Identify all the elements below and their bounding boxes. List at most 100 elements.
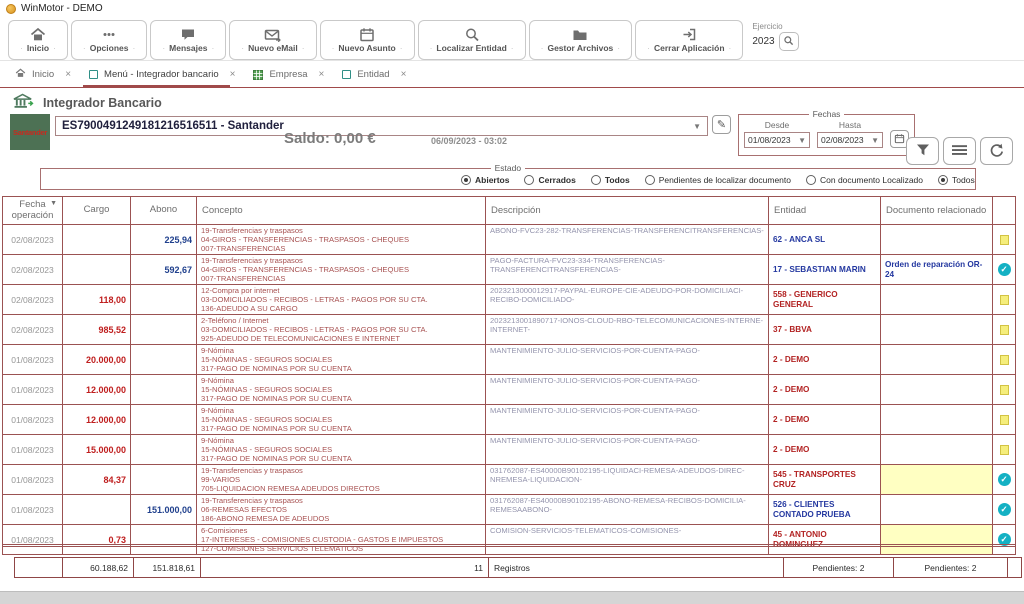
table-row[interactable]: 02/08/2023 985,52 2-Teléfono / Internet 0… bbox=[3, 315, 1015, 345]
header-fecha-operacion[interactable]: Fecha operación ▼ bbox=[3, 197, 63, 224]
estado-radio-3[interactable]: Pendientes de localizar documento bbox=[644, 175, 791, 185]
nuevo-email-button[interactable]: Nuevo eMail bbox=[229, 20, 317, 60]
calendar-button[interactable] bbox=[890, 130, 909, 148]
gestor-archivos-button[interactable]: Gestor Archivos bbox=[528, 20, 633, 60]
account-select-value: ES7900491249181216516511 - Santander bbox=[62, 120, 284, 132]
cell-status[interactable] bbox=[993, 285, 1015, 314]
cell-abono bbox=[131, 525, 197, 554]
estado-radio-4[interactable]: Con documento Localizado bbox=[806, 175, 923, 185]
button-label: Nuevo Asunto bbox=[328, 43, 407, 53]
header-abono[interactable]: Abono bbox=[131, 197, 197, 224]
cell-status[interactable] bbox=[993, 375, 1015, 404]
estado-radio-1[interactable]: Cerrados bbox=[524, 175, 576, 185]
home-icon bbox=[15, 68, 26, 81]
cell-status[interactable] bbox=[993, 405, 1015, 434]
table-row[interactable]: 01/08/2023 84,37 19-Transferencias y tra… bbox=[3, 465, 1015, 495]
opciones-button[interactable]: Opciones bbox=[70, 20, 148, 60]
cell-status[interactable] bbox=[993, 495, 1015, 524]
calendar-icon bbox=[359, 27, 375, 42]
table-row[interactable]: 01/08/2023 12.000,00 9-Nómina 15-NÓMINAS … bbox=[3, 405, 1015, 435]
radio-icon bbox=[938, 175, 949, 185]
cell-documento-relacionado: Orden de reparación OR-24 bbox=[881, 255, 993, 284]
cell-status[interactable] bbox=[993, 225, 1015, 254]
table-row[interactable]: 02/08/2023 592,67 19-Transferencias y tr… bbox=[3, 255, 1015, 285]
menu-button[interactable] bbox=[943, 137, 976, 165]
radio-icon bbox=[524, 175, 535, 185]
mensajes-button[interactable]: Mensajes bbox=[150, 20, 227, 60]
cell-fecha-operacion: 01/08/2023 bbox=[3, 345, 63, 374]
cell-cargo: 985,52 bbox=[63, 315, 131, 344]
tab-entidad[interactable]: Entidad × bbox=[333, 62, 415, 87]
button-label: Opciones bbox=[79, 43, 139, 53]
cell-abono bbox=[131, 405, 197, 434]
table-body: 02/08/2023 225,94 19-Transferencias y tr… bbox=[3, 225, 1015, 554]
cell-entidad: 558 - GENERICO GENERAL bbox=[769, 285, 881, 314]
estado-radio-0[interactable]: Abiertos bbox=[461, 175, 509, 185]
ejercicio-search-button[interactable] bbox=[778, 32, 799, 51]
account-select[interactable]: ES7900491249181216516511 - Santander ▼ bbox=[55, 116, 708, 136]
window-icon bbox=[89, 70, 99, 79]
cell-abono bbox=[131, 285, 197, 314]
note-icon bbox=[999, 354, 1009, 365]
header-entidad[interactable]: Entidad bbox=[769, 197, 881, 224]
cell-entidad: 45 - ANTONIO DOMINGUEZ bbox=[769, 525, 881, 554]
button-label: Cerrar Aplicación bbox=[643, 43, 735, 53]
desde-label: Desde bbox=[764, 120, 790, 130]
nuevo-asunto-button[interactable]: Nuevo Asunto bbox=[319, 20, 415, 60]
tab-close-icon[interactable]: × bbox=[65, 69, 72, 80]
header-concepto[interactable]: Concepto bbox=[197, 197, 486, 224]
note-icon bbox=[999, 444, 1009, 455]
cell-cargo: 12.000,00 bbox=[63, 375, 131, 404]
estado-radio-5[interactable]: Todos bbox=[938, 175, 975, 185]
table-row[interactable]: 01/08/2023 0,73 6-Comisiones 17-INTERESES… bbox=[3, 525, 1015, 554]
tab-inicio[interactable]: Inicio × bbox=[6, 62, 80, 87]
filter-button[interactable] bbox=[906, 137, 939, 165]
table-row[interactable]: 02/08/2023 118,00 12-Compra por internet… bbox=[3, 285, 1015, 315]
tab-close-icon[interactable]: × bbox=[318, 69, 325, 80]
ejercicio-label: Ejercicio bbox=[752, 22, 783, 31]
header-documento-relacionado[interactable]: Documento relacionado bbox=[881, 197, 993, 224]
table-row[interactable]: 01/08/2023 20.000,00 9-Nómina 15-NÓMINAS … bbox=[3, 345, 1015, 375]
estado-radio-2[interactable]: Todos bbox=[590, 175, 630, 185]
refresh-button[interactable] bbox=[980, 137, 1013, 165]
page-title: Integrador Bancario bbox=[13, 93, 162, 112]
header-cargo[interactable]: Cargo bbox=[63, 197, 131, 224]
cell-status[interactable] bbox=[993, 465, 1015, 494]
cell-concepto: 12-Compra por internet 03-DOMICILIADOS - … bbox=[197, 285, 486, 314]
button-label: Nuevo eMail bbox=[237, 43, 308, 53]
bank-icon bbox=[13, 93, 34, 112]
edit-account-button[interactable]: ✎ bbox=[712, 115, 731, 134]
chevron-down-icon: ▼ bbox=[798, 135, 806, 145]
cell-documento-relacionado bbox=[881, 405, 993, 434]
tab-close-icon[interactable]: × bbox=[229, 69, 236, 80]
tab-menu-integrador-bancario[interactable]: Menú - Integrador bancario × bbox=[80, 62, 244, 87]
cell-documento-relacionado bbox=[881, 465, 993, 494]
table-row[interactable]: 01/08/2023 151.000,00 19-Transferencias … bbox=[3, 495, 1015, 525]
sort-descending-icon: ▼ bbox=[50, 200, 57, 207]
tab-label: Entidad bbox=[357, 69, 390, 80]
cell-status[interactable] bbox=[993, 525, 1015, 554]
hasta-date-select[interactable]: 02/08/2023 ▼ bbox=[817, 132, 883, 148]
fechas-panel: Fechas Desde 01/08/2023 ▼ Hasta 02/08/20… bbox=[738, 109, 915, 156]
tab-empresa[interactable]: Empresa × bbox=[244, 62, 333, 87]
header-descripcion[interactable]: Descripción bbox=[486, 197, 769, 224]
tab-close-icon[interactable]: × bbox=[400, 69, 407, 80]
summary-abono-total: 151.818,61 bbox=[134, 558, 201, 577]
cell-descripcion: MANTENIMIENTO-JULIO-SERVICIOS-POR-CUENTA… bbox=[486, 345, 769, 374]
cell-status[interactable] bbox=[993, 315, 1015, 344]
radio-icon bbox=[590, 175, 601, 185]
table-row[interactable]: 02/08/2023 225,94 19-Transferencias y tr… bbox=[3, 225, 1015, 255]
bank-logo-text: Santander bbox=[13, 127, 47, 137]
localizar-entidad-button[interactable]: Localizar Entidad bbox=[417, 20, 526, 60]
window-icon bbox=[342, 70, 352, 79]
radio-label: Pendientes de localizar documento bbox=[658, 175, 791, 185]
table-row[interactable]: 01/08/2023 15.000,00 9-Nómina 15-NÓMINAS … bbox=[3, 435, 1015, 465]
cerrar-aplicacion-button[interactable]: Cerrar Aplicación bbox=[635, 20, 744, 60]
inicio-button[interactable]: Inicio bbox=[8, 20, 68, 60]
cell-status[interactable] bbox=[993, 255, 1015, 284]
cell-status[interactable] bbox=[993, 345, 1015, 374]
cell-status[interactable] bbox=[993, 435, 1015, 464]
table-row[interactable]: 01/08/2023 12.000,00 9-Nómina 15-NÓMINAS … bbox=[3, 375, 1015, 405]
desde-date-select[interactable]: 01/08/2023 ▼ bbox=[744, 132, 810, 148]
